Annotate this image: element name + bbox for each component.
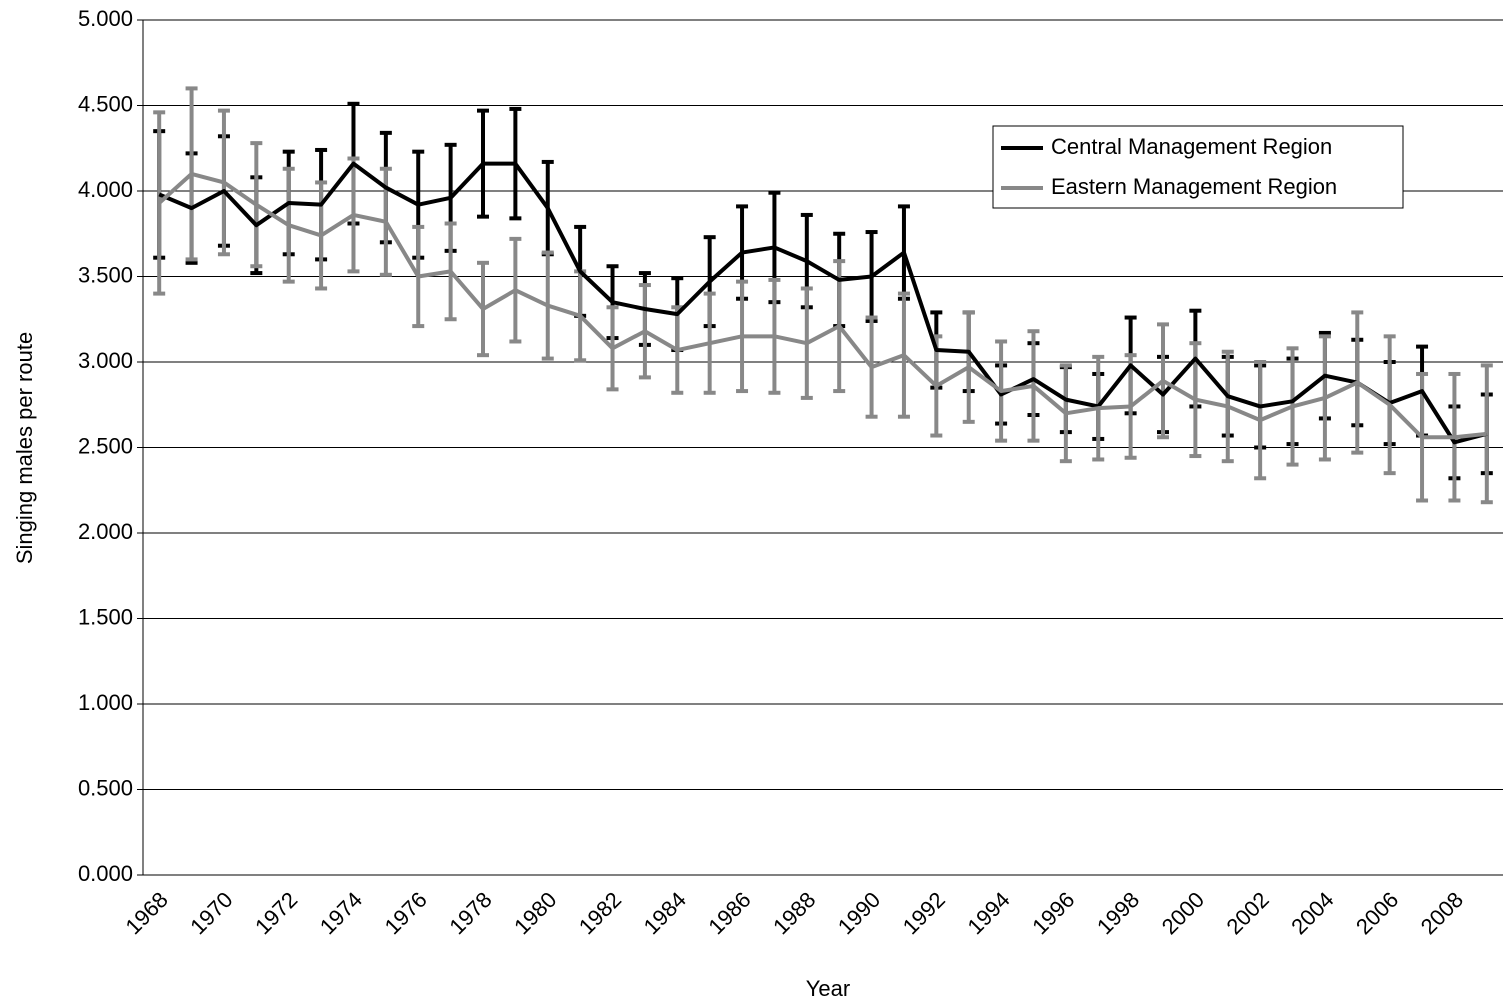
x-tick-label: 1994 <box>962 887 1014 939</box>
legend-box <box>992 125 1404 209</box>
x-tick-label: 1970 <box>185 887 237 939</box>
x-tick-label: 1974 <box>315 887 367 939</box>
y-tick-label: 2.000 <box>78 519 133 544</box>
x-tick-label: 1992 <box>898 887 950 939</box>
y-tick-label: 0.000 <box>78 861 133 886</box>
x-axis-label: Year <box>806 976 850 1001</box>
x-tick-label: 1968 <box>121 887 173 939</box>
x-tick-label: 1978 <box>444 887 496 939</box>
x-tick-label: 1986 <box>703 887 755 939</box>
x-tick-label: 1982 <box>574 887 626 939</box>
x-tick-label: 2006 <box>1351 887 1403 939</box>
x-tick-label: 1972 <box>250 887 302 939</box>
x-tick-label: 1996 <box>1027 887 1079 939</box>
y-tick-label: 4.000 <box>78 177 133 202</box>
x-tick-label: 2002 <box>1221 887 1273 939</box>
x-tick-label: 1988 <box>768 887 820 939</box>
x-tick-label: 1990 <box>833 887 885 939</box>
y-axis-label: Singing males per route <box>12 332 37 564</box>
x-tick-label: 1980 <box>509 887 561 939</box>
y-tick-label: 5.000 <box>78 6 133 31</box>
x-tick-label: 1998 <box>1092 887 1144 939</box>
y-tick-label: 2.500 <box>78 433 133 458</box>
x-tick-label: 1984 <box>639 887 691 939</box>
x-tick-label: 2004 <box>1286 887 1338 939</box>
y-tick-label: 3.000 <box>78 348 133 373</box>
x-tick-label: 2000 <box>1157 887 1209 939</box>
legend-label: Eastern Management Region <box>1051 174 1337 199</box>
legend-label: Central Management Region <box>1051 134 1332 159</box>
series-line <box>157 171 1488 440</box>
x-tick-label: 2008 <box>1416 887 1468 939</box>
y-tick-label: 4.500 <box>78 91 133 116</box>
y-tick-label: 1.000 <box>78 690 133 715</box>
y-tick-label: 0.500 <box>78 775 133 800</box>
y-tick-label: 3.500 <box>78 262 133 287</box>
x-tick-label: 1976 <box>380 887 432 939</box>
series-line <box>158 161 1488 445</box>
y-tick-label: 1.500 <box>78 604 133 629</box>
